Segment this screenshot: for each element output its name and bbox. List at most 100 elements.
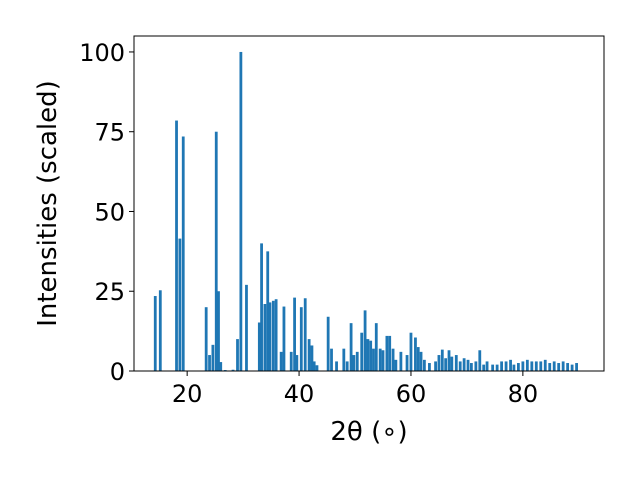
x-tick-label: 20 <box>172 380 203 408</box>
bar <box>534 361 538 371</box>
y-tick-label: 50 <box>94 198 125 226</box>
bar <box>414 337 417 371</box>
bar <box>219 362 223 371</box>
bar <box>478 350 482 371</box>
bar <box>530 361 534 371</box>
bar <box>342 348 346 371</box>
bar <box>289 351 293 371</box>
x-tick-label: 40 <box>284 380 315 408</box>
bar <box>217 291 220 371</box>
bar <box>307 339 311 371</box>
x-axis: 20 40 60 80 <box>172 371 538 408</box>
x-tick-label: 80 <box>508 380 539 408</box>
bar <box>374 323 378 371</box>
bar <box>462 358 466 371</box>
bar <box>271 300 275 371</box>
bar <box>422 359 426 371</box>
bar <box>181 136 185 371</box>
bar <box>416 347 420 371</box>
bar <box>293 297 296 371</box>
bar <box>495 364 499 371</box>
bar <box>381 350 385 371</box>
bar <box>208 355 211 371</box>
bar <box>239 51 243 371</box>
bar <box>405 355 409 371</box>
bar <box>548 363 552 371</box>
bar <box>458 361 462 371</box>
bar <box>419 351 423 371</box>
bar <box>428 363 431 371</box>
bar <box>330 348 333 371</box>
bar <box>214 131 218 371</box>
y-tick-label: 100 <box>79 39 125 67</box>
bar <box>345 361 349 371</box>
bar <box>539 361 543 371</box>
bar <box>257 322 261 371</box>
bar <box>369 340 373 371</box>
bars-group <box>153 51 578 371</box>
x-tick-label: 60 <box>396 380 427 408</box>
bar <box>566 363 570 371</box>
bar <box>153 296 157 371</box>
bar <box>266 251 270 371</box>
plot-frame <box>133 35 605 372</box>
bar <box>409 332 413 371</box>
bar <box>385 335 389 371</box>
bar <box>349 323 353 371</box>
y-tick-label: 75 <box>94 119 125 147</box>
bar <box>204 307 208 371</box>
y-axis-label: Intensities (scaled) <box>33 80 63 327</box>
bar <box>299 307 303 371</box>
bar <box>440 349 444 371</box>
bar <box>482 364 486 371</box>
bar <box>263 304 267 371</box>
bar <box>352 355 356 371</box>
bar <box>447 350 451 371</box>
bar <box>236 339 239 371</box>
bar <box>175 120 178 371</box>
bar <box>391 348 395 371</box>
bar <box>388 335 392 371</box>
bar <box>295 355 299 371</box>
y-tick-label: 25 <box>94 278 125 306</box>
bar <box>444 358 448 371</box>
bar <box>310 345 314 371</box>
bar <box>512 364 516 371</box>
bar <box>570 364 574 371</box>
bar <box>454 355 458 371</box>
x-axis-label: 2θ (∘) <box>330 417 407 447</box>
bar <box>509 359 512 371</box>
bar <box>315 365 319 371</box>
bar <box>466 359 470 371</box>
bar <box>274 299 278 371</box>
bar <box>434 361 437 371</box>
bar <box>437 355 441 371</box>
bar <box>575 363 578 371</box>
bar <box>211 344 215 371</box>
bar <box>557 363 561 371</box>
bar <box>178 238 182 371</box>
bar <box>268 302 272 371</box>
bar <box>525 359 529 371</box>
bar <box>335 361 338 371</box>
y-tick-label: 0 <box>110 358 125 386</box>
bar <box>552 361 556 371</box>
bar <box>561 361 565 371</box>
bar <box>504 361 508 371</box>
bar <box>158 290 162 371</box>
bar <box>326 316 330 371</box>
y-axis: 0 25 50 75 100 <box>79 39 134 386</box>
bar <box>394 359 398 371</box>
bar <box>312 361 316 371</box>
bar <box>231 369 235 371</box>
bar <box>543 359 547 371</box>
bar <box>366 339 370 371</box>
bar <box>491 364 495 371</box>
bar <box>450 356 454 371</box>
bar <box>500 361 504 371</box>
bar <box>279 351 283 371</box>
bar <box>485 361 489 371</box>
bar <box>474 361 478 371</box>
bar <box>399 351 403 371</box>
